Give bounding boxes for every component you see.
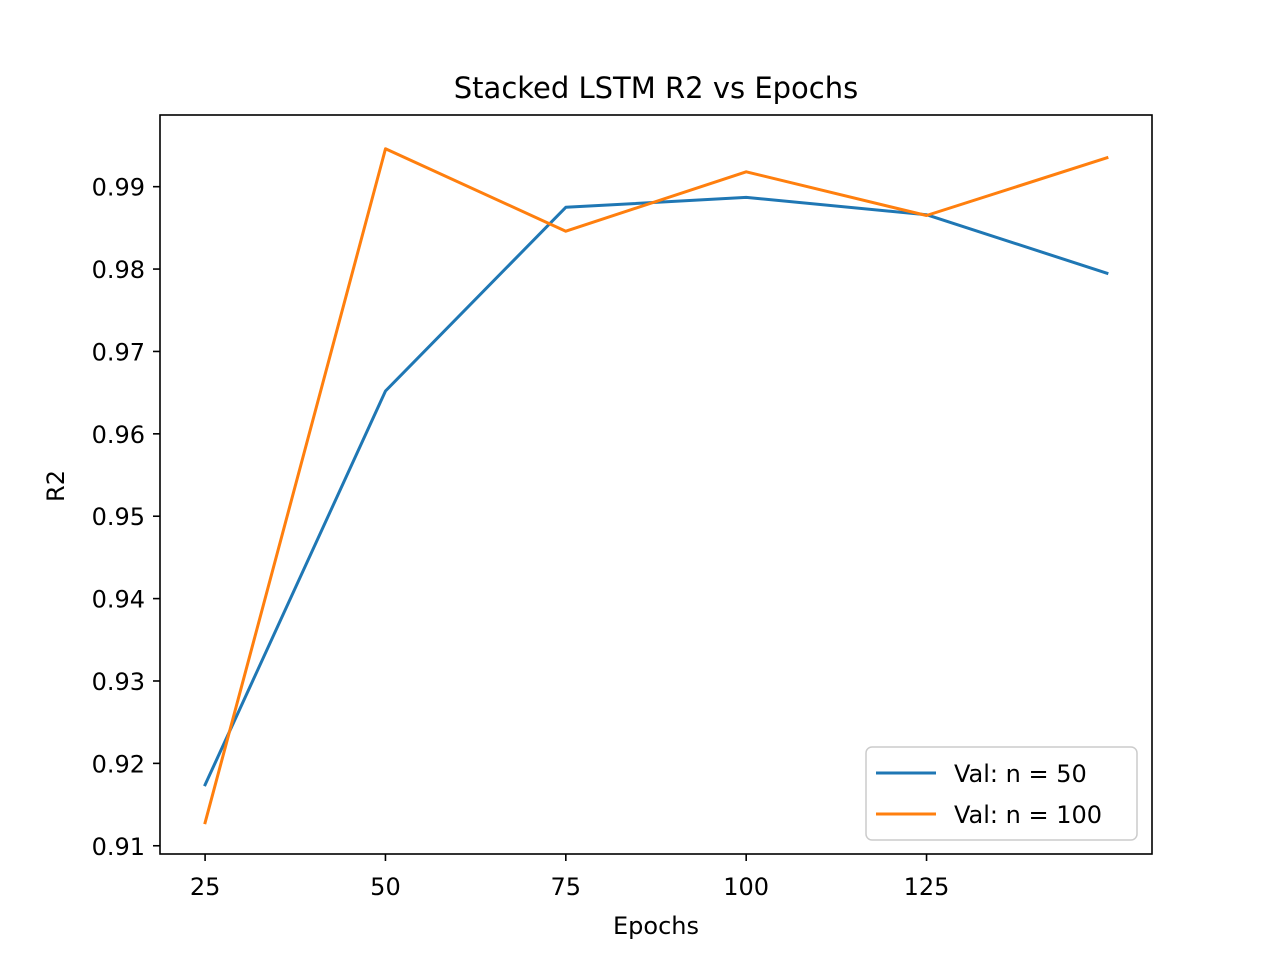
y-tick-label: 0.96 [92,421,145,449]
legend-label-2: Val: n = 100 [954,801,1102,829]
x-tick-label: 125 [904,873,950,901]
x-tick-label: 25 [190,873,221,901]
y-axis-label: R2 [42,470,70,502]
x-tick-label: 50 [370,873,401,901]
y-axis: 0.91 0.92 0.93 0.94 0.95 0.96 0.97 0.98 0.99 [92,174,160,861]
y-tick-label: 0.97 [92,338,145,366]
x-tick-label: 100 [723,873,769,901]
plot-area [159,114,1153,855]
y-tick-label: 0.99 [92,174,145,202]
chart-title: Stacked LSTM R2 vs Epochs [454,71,858,105]
y-tick-label: 0.94 [92,586,145,614]
y-tick-label: 0.92 [92,750,145,778]
series-lines [203,147,1109,825]
legend-label-1: Val: n = 50 [954,760,1087,788]
legend: Val: n = 50 Val: n = 100 [865,746,1138,841]
x-axis-label: Epochs [613,912,699,940]
legend-box [865,746,1138,841]
x-tick-label: 75 [551,873,582,901]
y-tick-label: 0.91 [92,833,145,861]
y-tick-label: 0.93 [92,668,145,696]
y-tick-label: 0.95 [92,503,145,531]
series-line-2 [203,147,1109,825]
plot-frame [159,114,1153,855]
x-axis: 25 50 75 100 125 [190,854,950,901]
y-tick-label: 0.98 [92,256,145,284]
